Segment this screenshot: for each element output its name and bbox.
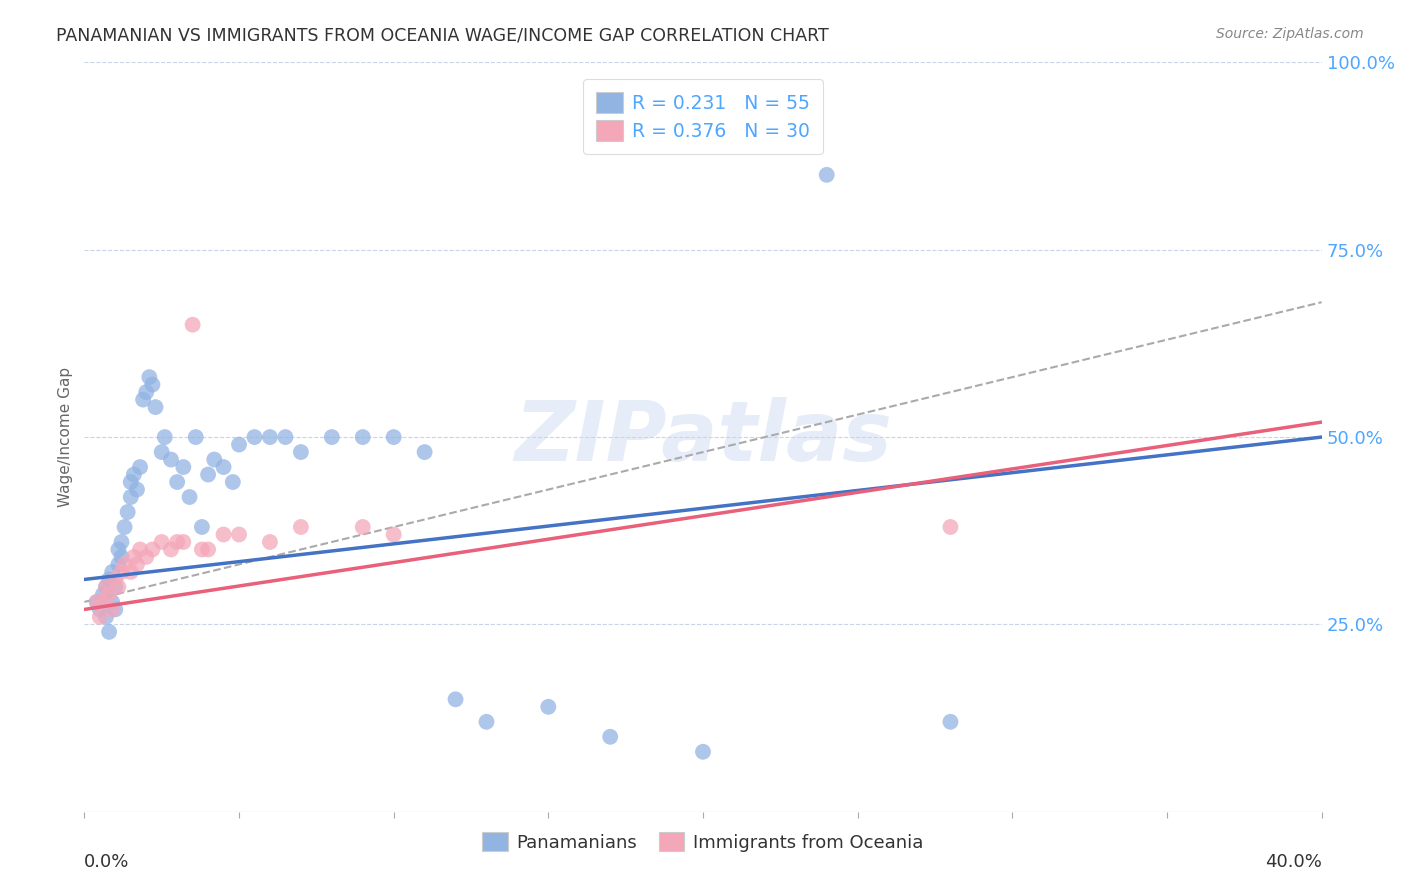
Point: [141, 542, 163, 557]
Point: [101, 595, 124, 609]
Point: [107, 580, 129, 594]
Point: [89, 610, 111, 624]
Point: [141, 377, 163, 392]
Point: [228, 527, 250, 541]
Point: [107, 542, 129, 557]
Point: [114, 558, 136, 572]
Text: Source: ZipAtlas.com: Source: ZipAtlas.com: [1216, 27, 1364, 41]
Point: [120, 475, 142, 489]
Point: [125, 483, 148, 497]
Point: [166, 475, 188, 489]
Point: [110, 535, 132, 549]
Point: [184, 430, 207, 444]
Point: [939, 520, 962, 534]
Point: [150, 535, 173, 549]
Point: [191, 542, 214, 557]
Point: [114, 520, 136, 534]
Point: [110, 565, 132, 579]
Point: [125, 558, 148, 572]
Point: [120, 490, 142, 504]
Point: [181, 318, 204, 332]
Point: [202, 452, 225, 467]
Point: [382, 527, 405, 541]
Point: [274, 430, 297, 444]
Point: [150, 445, 173, 459]
Point: [101, 565, 124, 579]
Point: [107, 558, 129, 572]
Text: 0.0%: 0.0%: [84, 853, 129, 871]
Y-axis label: Wage/Income Gap: Wage/Income Gap: [58, 367, 73, 508]
Point: [815, 168, 838, 182]
Point: [120, 565, 142, 579]
Point: [197, 467, 219, 482]
Legend: Panamanians, Immigrants from Oceania: Panamanians, Immigrants from Oceania: [475, 824, 931, 859]
Point: [191, 520, 214, 534]
Point: [413, 445, 436, 459]
Point: [321, 430, 343, 444]
Point: [104, 602, 127, 616]
Point: [129, 460, 152, 475]
Point: [86, 595, 108, 609]
Point: [222, 475, 245, 489]
Point: [110, 549, 132, 564]
Point: [98, 587, 121, 601]
Point: [212, 527, 235, 541]
Point: [122, 467, 145, 482]
Text: PANAMANIAN VS IMMIGRANTS FROM OCEANIA WAGE/INCOME GAP CORRELATION CHART: PANAMANIAN VS IMMIGRANTS FROM OCEANIA WA…: [56, 27, 830, 45]
Point: [135, 385, 157, 400]
Text: ZIPatlas: ZIPatlas: [515, 397, 891, 477]
Point: [290, 445, 312, 459]
Point: [179, 490, 201, 504]
Point: [104, 573, 127, 587]
Point: [122, 549, 145, 564]
Point: [537, 699, 560, 714]
Point: [939, 714, 962, 729]
Point: [166, 535, 188, 549]
Point: [197, 542, 219, 557]
Point: [599, 730, 621, 744]
Point: [91, 595, 114, 609]
Point: [475, 714, 498, 729]
Point: [352, 430, 374, 444]
Point: [135, 549, 157, 564]
Point: [228, 437, 250, 451]
Point: [86, 595, 108, 609]
Point: [98, 573, 121, 587]
Point: [243, 430, 266, 444]
Point: [160, 452, 183, 467]
Point: [145, 400, 167, 414]
Point: [94, 580, 117, 594]
Point: [98, 624, 121, 639]
Point: [101, 602, 124, 616]
Text: 40.0%: 40.0%: [1265, 853, 1322, 871]
Point: [94, 610, 117, 624]
Point: [172, 535, 194, 549]
Point: [259, 535, 281, 549]
Point: [160, 542, 183, 557]
Point: [153, 430, 176, 444]
Point: [212, 460, 235, 475]
Point: [129, 542, 152, 557]
Point: [117, 505, 139, 519]
Point: [89, 602, 111, 616]
Point: [172, 460, 194, 475]
Point: [692, 745, 714, 759]
Point: [382, 430, 405, 444]
Point: [94, 580, 117, 594]
Point: [259, 430, 281, 444]
Point: [290, 520, 312, 534]
Point: [91, 587, 114, 601]
Point: [138, 370, 160, 384]
Point: [104, 580, 127, 594]
Point: [352, 520, 374, 534]
Point: [444, 692, 467, 706]
Point: [132, 392, 155, 407]
